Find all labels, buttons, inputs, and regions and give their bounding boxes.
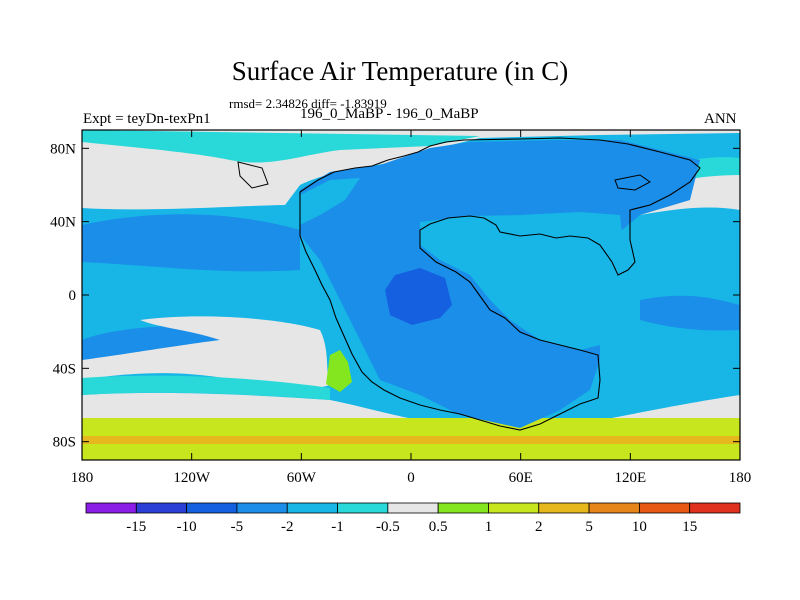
colorbar-box bbox=[488, 502, 540, 514]
north-arctic-cyan bbox=[82, 130, 480, 163]
ocean-deep-band-east bbox=[640, 295, 740, 331]
map-axes: 180 120W 60W 0 60E 120E 180 80N 40N 0 40S 80S bbox=[50, 129, 752, 486]
southern-ocean-cyan-strip bbox=[82, 375, 330, 400]
colorbar-box bbox=[337, 502, 389, 514]
y-tick-label: 80N bbox=[50, 141, 76, 157]
colorbar: -15 -10 -5 -2 -1 -0.5 0.5 1 2 5 10 15 bbox=[85, 502, 741, 535]
colorbar-box bbox=[186, 502, 238, 514]
colorbar-label: 5 bbox=[585, 519, 593, 535]
season-label: ANN bbox=[704, 111, 737, 127]
coastline bbox=[299, 137, 701, 431]
colorbar-box bbox=[689, 502, 741, 514]
colorbar-label: 15 bbox=[682, 519, 697, 535]
colorbar-box bbox=[286, 502, 338, 514]
x-tick-label: 60E bbox=[509, 470, 533, 486]
interior-cold-core bbox=[385, 268, 452, 325]
colorbar-box bbox=[437, 502, 489, 514]
colorbar-box bbox=[236, 502, 288, 514]
colorbar-label: -5 bbox=[231, 519, 244, 535]
chart-title: Surface Air Temperature (in C) bbox=[231, 56, 569, 86]
eastern-basin bbox=[420, 212, 625, 350]
period-label: 196_0_MaBP - 196_0_MaBP bbox=[300, 106, 479, 122]
colorbar-label: -15 bbox=[126, 519, 146, 535]
southeast-land-warm bbox=[326, 350, 352, 392]
y-tick-label: 0 bbox=[69, 288, 77, 304]
colorbar-label: 10 bbox=[632, 519, 647, 535]
x-tick-label: 120E bbox=[614, 470, 646, 486]
colorbar-label: -0.5 bbox=[376, 519, 400, 535]
y-tick-label: 40S bbox=[53, 361, 76, 377]
stats-text: rmsd= 2.34826 diff= -1.83919 bbox=[229, 96, 387, 111]
southern-ocean-band bbox=[82, 316, 330, 389]
colorbar-label: -1 bbox=[331, 519, 344, 535]
colorbar-label: 0.5 bbox=[429, 519, 448, 535]
south-polar-warm-strip bbox=[82, 436, 740, 444]
coastline-island bbox=[237, 161, 269, 189]
colorbar-label: -10 bbox=[177, 519, 197, 535]
colorbar-box bbox=[588, 502, 640, 514]
x-tick-label: 180 bbox=[729, 470, 752, 486]
northwest-land-cyan bbox=[300, 178, 360, 225]
map-field bbox=[82, 130, 740, 460]
x-tick-label: 60W bbox=[287, 470, 317, 486]
colorbar-label: 2 bbox=[535, 519, 543, 535]
colorbar-box bbox=[538, 502, 590, 514]
y-tick-label: 80S bbox=[53, 435, 76, 451]
experiment-label: Expt = teyDn-texPn1 bbox=[83, 111, 211, 127]
x-tick-label: 0 bbox=[407, 470, 415, 486]
colorbar-box bbox=[638, 502, 691, 514]
colorbar-label: -2 bbox=[281, 519, 294, 535]
colorbar-label: 1 bbox=[485, 519, 493, 535]
x-tick-label: 120W bbox=[173, 470, 211, 486]
ocean-deep-band bbox=[82, 214, 300, 272]
colorbar-box bbox=[135, 502, 188, 514]
x-tick-label: 180 bbox=[71, 470, 94, 486]
y-tick-label: 40N bbox=[50, 215, 76, 231]
colorbar-box bbox=[85, 502, 137, 514]
coastline-island-east bbox=[614, 174, 651, 191]
colorbar-box bbox=[387, 502, 439, 514]
